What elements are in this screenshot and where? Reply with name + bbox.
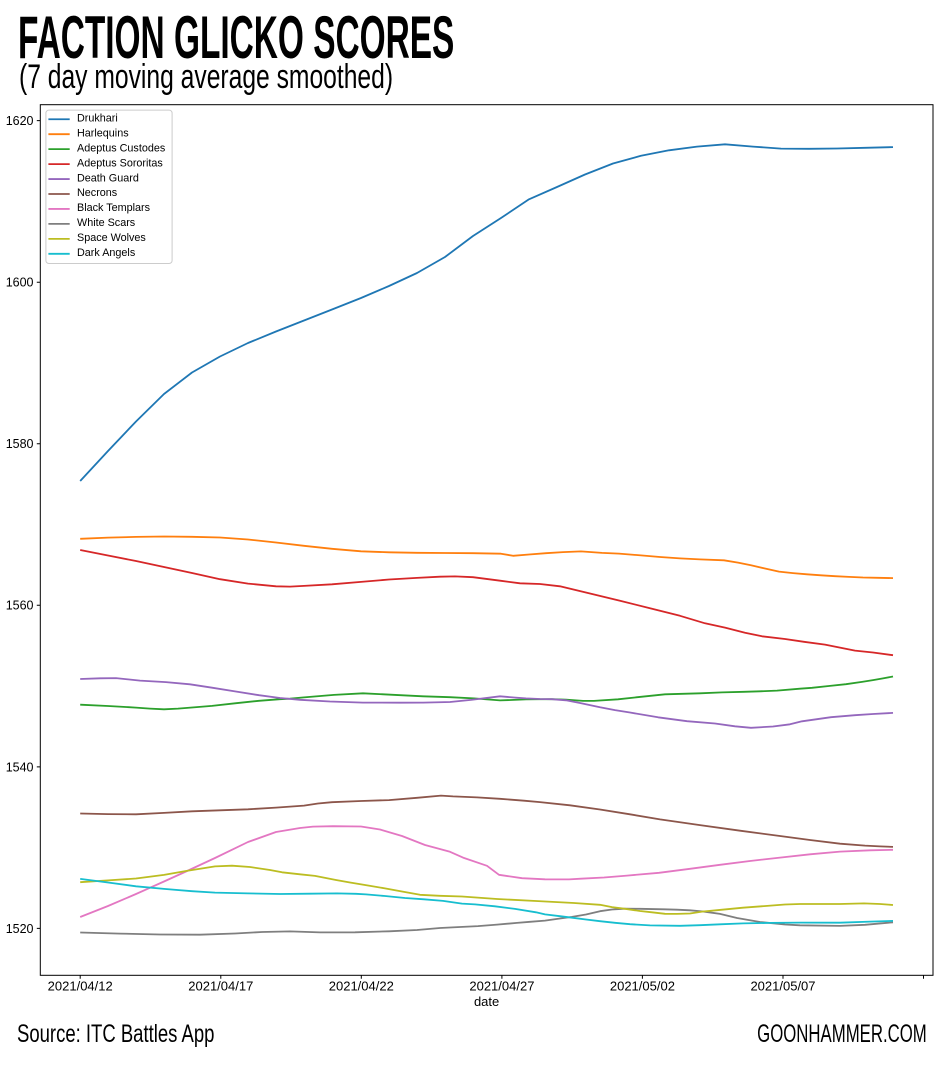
- svg-text:Black Templars: Black Templars: [77, 202, 151, 214]
- svg-text:Drukhari: Drukhari: [77, 112, 118, 124]
- svg-text:2021/05/07: 2021/05/07: [750, 979, 815, 994]
- svg-text:Death Guard: Death Guard: [77, 172, 139, 184]
- svg-text:Adeptus Sororitas: Adeptus Sororitas: [77, 157, 163, 169]
- svg-text:1600: 1600: [6, 276, 34, 290]
- svg-text:Adeptus Custodes: Adeptus Custodes: [77, 142, 166, 154]
- svg-text:1620: 1620: [6, 114, 34, 128]
- svg-text:2021/04/12: 2021/04/12: [48, 979, 113, 994]
- svg-text:Space Wolves: Space Wolves: [77, 232, 146, 244]
- svg-text:1540: 1540: [6, 760, 34, 774]
- svg-text:2021/04/22: 2021/04/22: [329, 979, 394, 994]
- svg-text:Harlequins: Harlequins: [77, 127, 129, 139]
- svg-text:Dark Angels: Dark Angels: [77, 247, 136, 259]
- svg-text:1520: 1520: [6, 922, 34, 936]
- svg-text:date: date: [474, 994, 499, 1009]
- svg-text:1560: 1560: [6, 599, 34, 613]
- svg-text:2021/04/17: 2021/04/17: [188, 979, 253, 994]
- svg-text:1580: 1580: [6, 437, 34, 451]
- svg-text:White Scars: White Scars: [77, 217, 136, 229]
- svg-text:2021/04/27: 2021/04/27: [469, 979, 534, 994]
- svg-text:2021/05/02: 2021/05/02: [610, 979, 675, 994]
- svg-text:Necrons: Necrons: [77, 187, 118, 199]
